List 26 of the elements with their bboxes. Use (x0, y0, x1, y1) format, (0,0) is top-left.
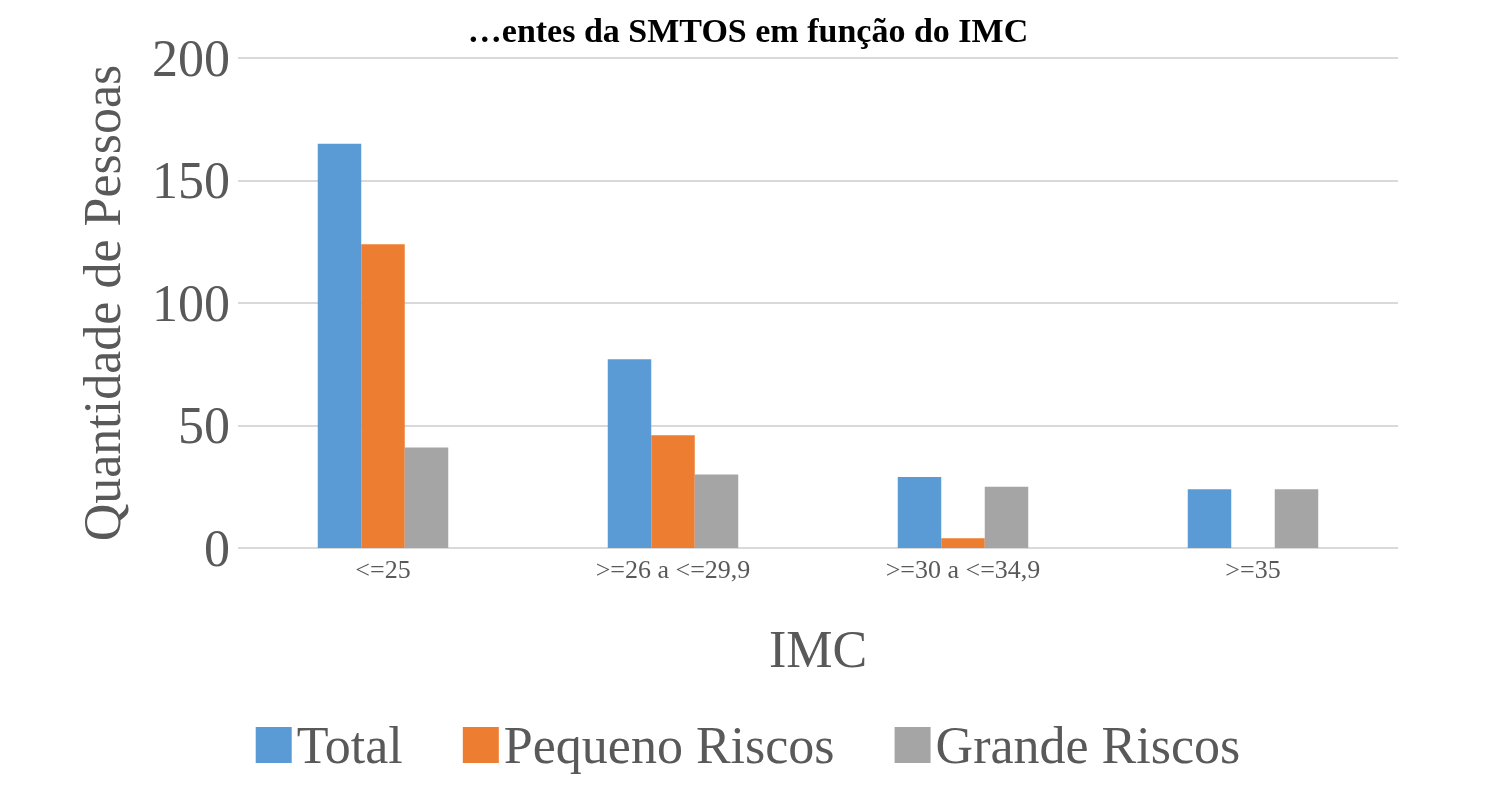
bar (694, 474, 739, 548)
bar (984, 486, 1029, 548)
x-tick-label: >=30 a <=34,9 (885, 554, 1041, 584)
chart-title: …entes da SMTOS em função do IMC (467, 11, 1029, 49)
y-tick-label: 150 (152, 152, 230, 209)
y-tick-label: 50 (178, 397, 230, 454)
y-axis-title: Quantidade de Pessoas (73, 64, 131, 542)
bar (1187, 489, 1232, 548)
bar (651, 435, 695, 548)
bar (941, 538, 985, 548)
bar (1274, 489, 1319, 548)
y-tick-label: 100 (152, 274, 230, 332)
x-tick-label: >=26 a <=29,9 (595, 554, 751, 584)
bar (317, 143, 362, 548)
x-tick-label: <=25 (355, 554, 411, 584)
legend-label: Total (296, 716, 403, 774)
bar (897, 476, 942, 548)
legend-label: Pequeno Riscos (503, 716, 835, 774)
bar (361, 244, 405, 548)
legend-label: Grande Riscos (935, 716, 1241, 774)
bar (607, 359, 652, 548)
x-axis-title: IMC (768, 620, 868, 678)
x-tick-label: >=35 (1225, 554, 1281, 584)
bar (404, 447, 449, 548)
y-tick-label: 200 (152, 29, 230, 87)
y-tick-label: 0 (204, 519, 230, 577)
